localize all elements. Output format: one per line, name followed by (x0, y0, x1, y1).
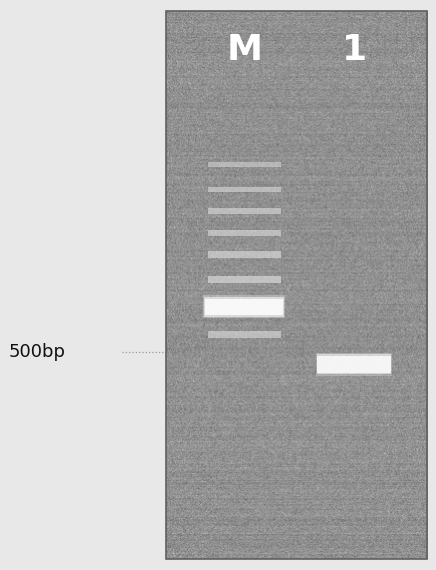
Bar (208, 186, 281, 192)
Bar (208, 251, 281, 258)
Bar (316, 353, 392, 376)
Text: M: M (226, 32, 262, 67)
Bar (208, 162, 281, 168)
Text: 1: 1 (341, 32, 367, 67)
Bar (317, 356, 391, 373)
Bar (208, 208, 281, 214)
Bar (208, 331, 281, 337)
Text: 500bp: 500bp (9, 343, 66, 361)
Bar (166, 11, 427, 559)
Bar (203, 295, 285, 319)
Bar (205, 299, 283, 315)
Bar (317, 355, 392, 374)
Bar (204, 297, 284, 317)
Bar (208, 230, 281, 237)
Bar (208, 276, 281, 283)
